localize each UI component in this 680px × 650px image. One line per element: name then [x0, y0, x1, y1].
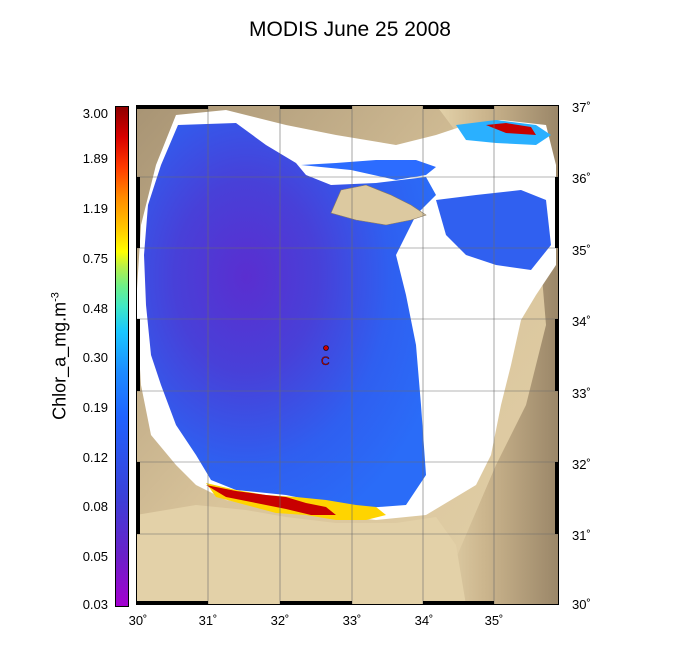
station-marker-label: C [321, 354, 330, 368]
chlorophyll-field-east [436, 190, 551, 270]
cyprus-island [330, 184, 427, 226]
latitude-label: 30˚ [572, 597, 591, 612]
latitude-label: 37˚ [572, 100, 591, 115]
colorbar-label: 0.08 [82, 499, 108, 514]
colorbar-label: 0.05 [82, 549, 108, 564]
chlorophyll-field-north [301, 160, 436, 180]
longitude-label: 30˚ [128, 613, 148, 628]
latitude-label: 32˚ [572, 457, 591, 472]
colorbar-title-text: Chlor_a_mg.m [49, 301, 70, 420]
latitude-label: 31˚ [572, 528, 591, 543]
longitude-label: 31˚ [198, 613, 218, 628]
chlorophyll-colorbar [115, 106, 129, 607]
colorbar-label: 0.19 [82, 400, 108, 415]
colorbar-label: 0.48 [82, 301, 108, 316]
high-chlorophyll-coast-north [486, 123, 536, 135]
latitude-label: 36˚ [572, 171, 591, 186]
colorbar-label: 0.12 [82, 450, 108, 465]
map-title: MODIS June 25 2008 [249, 18, 451, 41]
colorbar-label: 3.00 [82, 106, 108, 121]
chlorophyll-map: C [136, 105, 559, 605]
nile-delta-plume-inner [206, 485, 336, 515]
latitude-label: 33˚ [572, 386, 591, 401]
longitude-label: 33˚ [342, 613, 362, 628]
longitude-label: 34˚ [414, 613, 434, 628]
colorbar-label: 0.75 [82, 251, 108, 266]
colorbar-label: 1.89 [82, 151, 108, 166]
egypt-coast [136, 505, 466, 605]
colorbar-title-exponent: -3 [49, 292, 62, 302]
station-marker-dot [323, 345, 329, 351]
map-graticule [136, 105, 559, 605]
colorbar-title: Chlor_a_mg.m-3 [50, 292, 71, 420]
colorbar-label: 0.30 [82, 350, 108, 365]
colorbar-label: 1.19 [82, 201, 108, 216]
longitude-label: 35˚ [484, 613, 504, 628]
map-canvas: C [136, 105, 559, 605]
map-frame-ticks [136, 105, 559, 605]
latitude-label: 34˚ [572, 314, 591, 329]
colorbar-label: 0.03 [82, 597, 108, 612]
longitude-label: 32˚ [270, 613, 290, 628]
chlorophyll-field-gulf [456, 120, 551, 145]
latitude-label: 35˚ [572, 243, 591, 258]
